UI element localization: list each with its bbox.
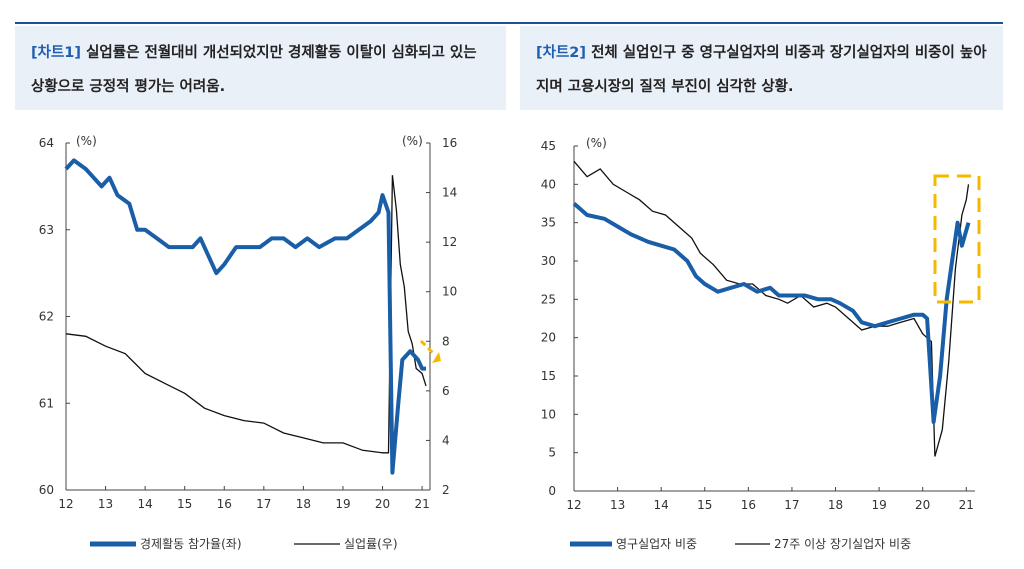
chart1-tag: [차트1] xyxy=(31,45,82,61)
chart2-y-tick-label: 40 xyxy=(541,177,556,191)
chart2-series-long-term-unemployed xyxy=(573,160,970,457)
chart1-right-unit: (%) xyxy=(402,134,423,148)
chart1-series-unemployment-rate xyxy=(65,175,427,454)
chart2-y-tick-label: 5 xyxy=(548,446,556,460)
chart2-series-permanent-unemployed xyxy=(572,201,971,424)
chart1-legend-label-participation: 경제활동 참가율(좌) xyxy=(140,537,242,551)
chart2-x-tick-label: 13 xyxy=(610,498,625,512)
chart2-y-tick-label: 30 xyxy=(541,254,556,268)
chart2-y-tick-label: 45 xyxy=(541,139,556,153)
chart1-left-tick-label: 60 xyxy=(39,483,54,497)
chart2-x-tick-label: 21 xyxy=(959,498,974,512)
chart1-right-tick-label: 12 xyxy=(442,235,457,249)
chart1-x-tick-label: 16 xyxy=(217,497,232,511)
chart2-y-tick-label: 10 xyxy=(541,407,556,421)
chart2-highlight-box xyxy=(933,174,981,304)
chart1-series-participation-rate xyxy=(64,158,426,475)
chart1-right-tick-label: 6 xyxy=(442,384,450,398)
chart2-y-tick-label: 25 xyxy=(541,292,556,306)
chart2-x-tick-label: 16 xyxy=(741,498,756,512)
chart1-x-tick-label: 14 xyxy=(137,497,152,511)
chart1-left-tick-label: 62 xyxy=(39,310,54,324)
chart2-y-tick-label: 0 xyxy=(548,484,556,498)
chart1-left-unit: (%) xyxy=(76,134,97,148)
chart2-x-tick-label: 12 xyxy=(566,498,581,512)
chart1-highlight-arrow-shaft xyxy=(419,339,437,357)
chart2-legend-label-long-term: 27주 이상 장기실업자 비중 xyxy=(774,537,911,551)
chart2-x-tick-label: 18 xyxy=(828,498,843,512)
chart2-x-tick-label: 14 xyxy=(654,498,669,512)
chart2-description: 전체 실업인구 중 영구실업자의 비중과 장기실업자의 비중이 높아지며 고용시… xyxy=(536,45,987,95)
chart2-legend-label-permanent: 영구실업자 비중 xyxy=(616,537,697,551)
chart1-left-tick-label: 63 xyxy=(39,223,54,237)
chart1-left-tick-label: 64 xyxy=(39,136,54,150)
chart1-right-tick-label: 8 xyxy=(442,334,450,348)
chart2-unit: (%) xyxy=(586,136,607,150)
chart1-right-tick-label: 10 xyxy=(442,285,457,299)
chart1-legend-label-unemployment: 실업률(우) xyxy=(344,537,398,551)
chart1-x-tick-label: 18 xyxy=(296,497,311,511)
chart2-x-tick-label: 15 xyxy=(697,498,712,512)
chart1-right-tick-label: 16 xyxy=(442,136,457,150)
chart1-x-tick-label: 20 xyxy=(375,497,390,511)
header-top-rule xyxy=(15,22,1003,24)
chart1-highlight-arrow-head xyxy=(432,352,441,363)
chart1-header: [차트1] 실업률은 전월대비 개선되었지만 경제활동 이탈이 심화되고 있는 … xyxy=(15,26,506,110)
chart2-x-tick-label: 19 xyxy=(871,498,886,512)
chart1-x-tick-label: 21 xyxy=(414,497,429,511)
chart1-right-tick-label: 14 xyxy=(442,186,457,200)
chart2-tag: [차트2] xyxy=(536,45,587,61)
chart2-header: [차트2] 전체 실업인구 중 영구실업자의 비중과 장기실업자의 비중이 높아… xyxy=(520,26,1003,110)
chart1-x-tick-label: 19 xyxy=(335,497,350,511)
chart1-x-tick-label: 15 xyxy=(177,497,192,511)
chart1-description: 실업률은 전월대비 개선되었지만 경제활동 이탈이 심화되고 있는 상황으로 긍… xyxy=(31,45,477,95)
chart2-x-tick-label: 20 xyxy=(915,498,930,512)
chart2-y-tick-label: 15 xyxy=(541,369,556,383)
chart1-left-tick-label: 61 xyxy=(39,396,54,410)
chart2-y-tick-label: 20 xyxy=(541,331,556,345)
chart2-x-tick-label: 17 xyxy=(784,498,799,512)
chart1-right-tick-label: 2 xyxy=(442,483,450,497)
chart2-y-tick-label: 35 xyxy=(541,216,556,230)
chart1-x-tick-label: 12 xyxy=(58,497,73,511)
chart1-x-tick-label: 17 xyxy=(256,497,271,511)
chart1-right-tick-label: 4 xyxy=(442,433,450,447)
chart1-x-tick-label: 13 xyxy=(98,497,113,511)
